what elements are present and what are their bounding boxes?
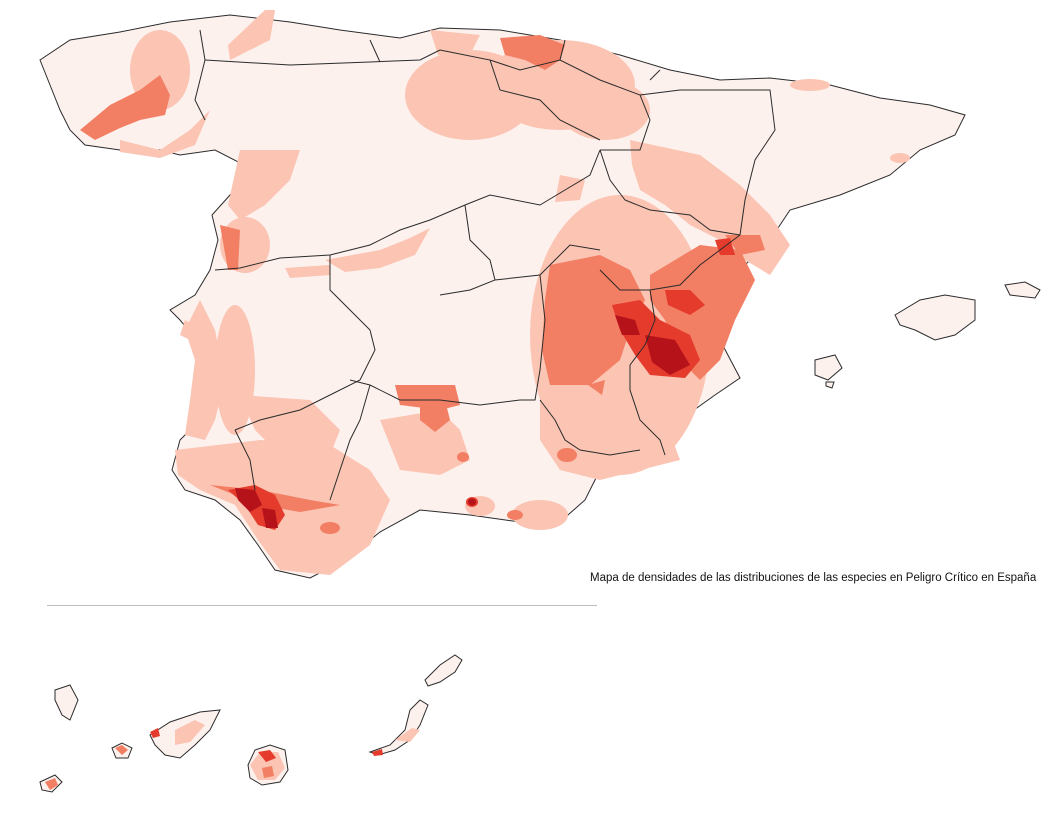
- map-caption: Mapa de densidades de las distribuciones…: [590, 572, 1037, 584]
- canary-islands: [39, 654, 463, 793]
- density-very-high-zones: [235, 315, 690, 528]
- divider-line: [47, 605, 597, 606]
- menorca: [1004, 281, 1041, 299]
- balearic-islands: [814, 281, 1041, 389]
- gran-canaria-density-high: [258, 750, 276, 762]
- formentera: [825, 381, 835, 389]
- mallorca: [894, 294, 976, 341]
- fuerteventura-density-high: [372, 749, 383, 756]
- la-palma: [54, 684, 79, 721]
- el-hierro-density: [45, 778, 58, 790]
- lanzarote: [424, 654, 463, 687]
- tenerife-density: [175, 720, 205, 745]
- gran-canaria-density-low: [250, 752, 285, 780]
- fuerteventura: [368, 699, 429, 756]
- ibiza: [814, 354, 843, 381]
- tenerife-density-high: [150, 728, 160, 738]
- la-gomera-density: [115, 745, 128, 755]
- gran-canaria-density-medium: [262, 766, 274, 778]
- region-borders: [194, 29, 776, 501]
- fuerteventura-density: [395, 728, 420, 742]
